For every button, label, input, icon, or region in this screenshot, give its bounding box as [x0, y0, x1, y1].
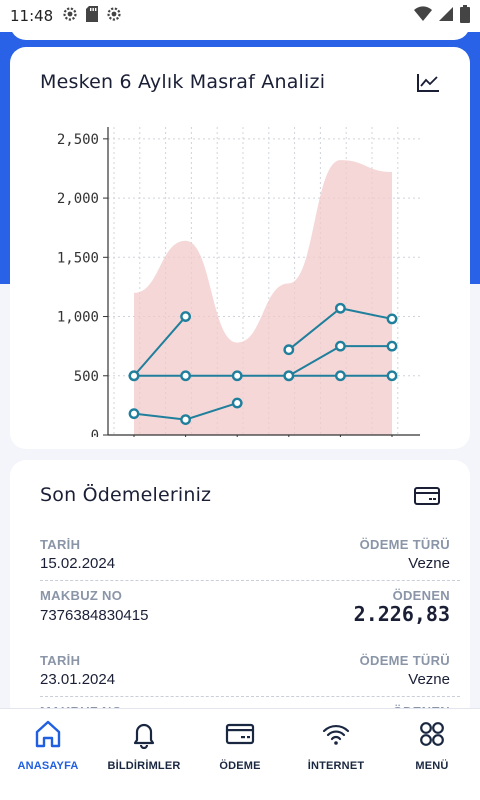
payment-type: Vezne — [408, 555, 450, 572]
row-divider — [40, 696, 460, 697]
nav-item-payment[interactable]: ÖDEME — [192, 709, 288, 781]
payment-type-label: ÖDEME TÜRÜ — [359, 653, 450, 668]
data-point — [128, 370, 140, 382]
data-point — [283, 370, 295, 382]
expense-line-chart: 05001,0001,5002,0002,500EylülEkimKasımAr… — [57, 127, 420, 437]
credit-card-icon[interactable] — [414, 486, 440, 511]
data-point — [180, 311, 192, 322]
paid-label: ÖDENEN — [392, 588, 450, 603]
nav-label: MENÜ — [415, 760, 449, 772]
data-point — [386, 340, 398, 352]
status-bar: 11:48 — [0, 0, 480, 32]
recent-payments-card: Son Ödemeleriniz TARİH ÖDEME TÜRÜ 15.02.… — [10, 460, 470, 720]
bottom-navigation: ANASAYFA BİLDİRİMLER ÖDEME İNTERNET MENÜ — [0, 708, 480, 800]
payment-row[interactable]: MAKBUZ NO ÖDENEN 7376384830415 2.226,83 — [40, 588, 450, 632]
data-point — [180, 414, 192, 425]
payment-type-label: ÖDEME TÜRÜ — [359, 537, 450, 552]
home-icon — [33, 719, 63, 754]
payments-card-title: Son Ödemeleriniz — [40, 484, 212, 506]
nav-item-menu[interactable]: MENÜ — [384, 709, 480, 781]
data-point — [283, 344, 295, 356]
y-tick-label: 1,000 — [57, 310, 99, 326]
expense-analysis-card: Mesken 6 Aylık Masraf Analizi 0 500 1,000 1… — [10, 47, 470, 449]
nav-item-home[interactable]: ANASAYFA — [0, 709, 96, 781]
payment-date: 23.01.2024 — [40, 671, 116, 688]
receipt-label: MAKBUZ NO — [40, 588, 123, 603]
payment-row[interactable]: TARİH ÖDEME TÜRÜ 23.01.2024 Vezne — [40, 653, 450, 693]
nav-label: İNTERNET — [307, 760, 365, 772]
data-point — [334, 302, 346, 314]
nav-item-internet[interactable]: İNTERNET — [288, 709, 384, 781]
date-label: TARİH — [40, 653, 81, 668]
data-point — [386, 370, 398, 382]
receipt-number: 7376384830415 — [40, 607, 149, 624]
chart-line-icon[interactable] — [416, 73, 440, 98]
card-icon — [225, 719, 255, 754]
settings-gear-icon — [61, 5, 79, 28]
y-tick-label: 0 — [91, 428, 99, 437]
wifi-signal-icon — [414, 5, 432, 27]
paid-amount: 2.226,83 — [353, 602, 450, 626]
y-tick-label: 1,500 — [57, 250, 99, 266]
y-tick-label: 2,500 — [57, 132, 99, 148]
wifi-icon — [321, 719, 351, 754]
payment-row[interactable]: TARİH ÖDEME TÜRÜ 15.02.2024 Vezne — [40, 537, 450, 577]
data-point — [180, 370, 192, 382]
y-tick-label: 2,000 — [57, 191, 99, 207]
data-point — [386, 313, 398, 325]
expense-area — [134, 160, 392, 435]
nav-item-notifications[interactable]: BİLDİRİMLER — [96, 709, 192, 781]
data-point — [231, 370, 243, 382]
data-point — [231, 397, 243, 409]
nav-label: ÖDEME — [219, 760, 261, 772]
data-point — [334, 370, 346, 382]
payment-type: Vezne — [408, 671, 450, 688]
sd-card-icon — [85, 5, 99, 28]
series-line — [133, 315, 187, 377]
status-time: 11:48 — [10, 7, 54, 25]
grid-menu-icon — [417, 719, 447, 754]
row-divider — [40, 580, 460, 581]
nav-label: BİLDİRİMLER — [107, 760, 181, 772]
date-label: TARİH — [40, 537, 81, 552]
settings-gear-icon — [105, 5, 123, 28]
chart-card-title: Mesken 6 Aylık Masraf Analizi — [40, 71, 326, 93]
cell-signal-icon — [438, 6, 454, 27]
data-point — [128, 408, 140, 420]
y-tick-label: 500 — [74, 369, 99, 385]
data-point — [334, 340, 346, 352]
battery-icon — [460, 4, 470, 28]
payment-date: 15.02.2024 — [40, 555, 116, 572]
bell-icon — [129, 719, 159, 754]
nav-label: ANASAYFA — [17, 760, 79, 772]
